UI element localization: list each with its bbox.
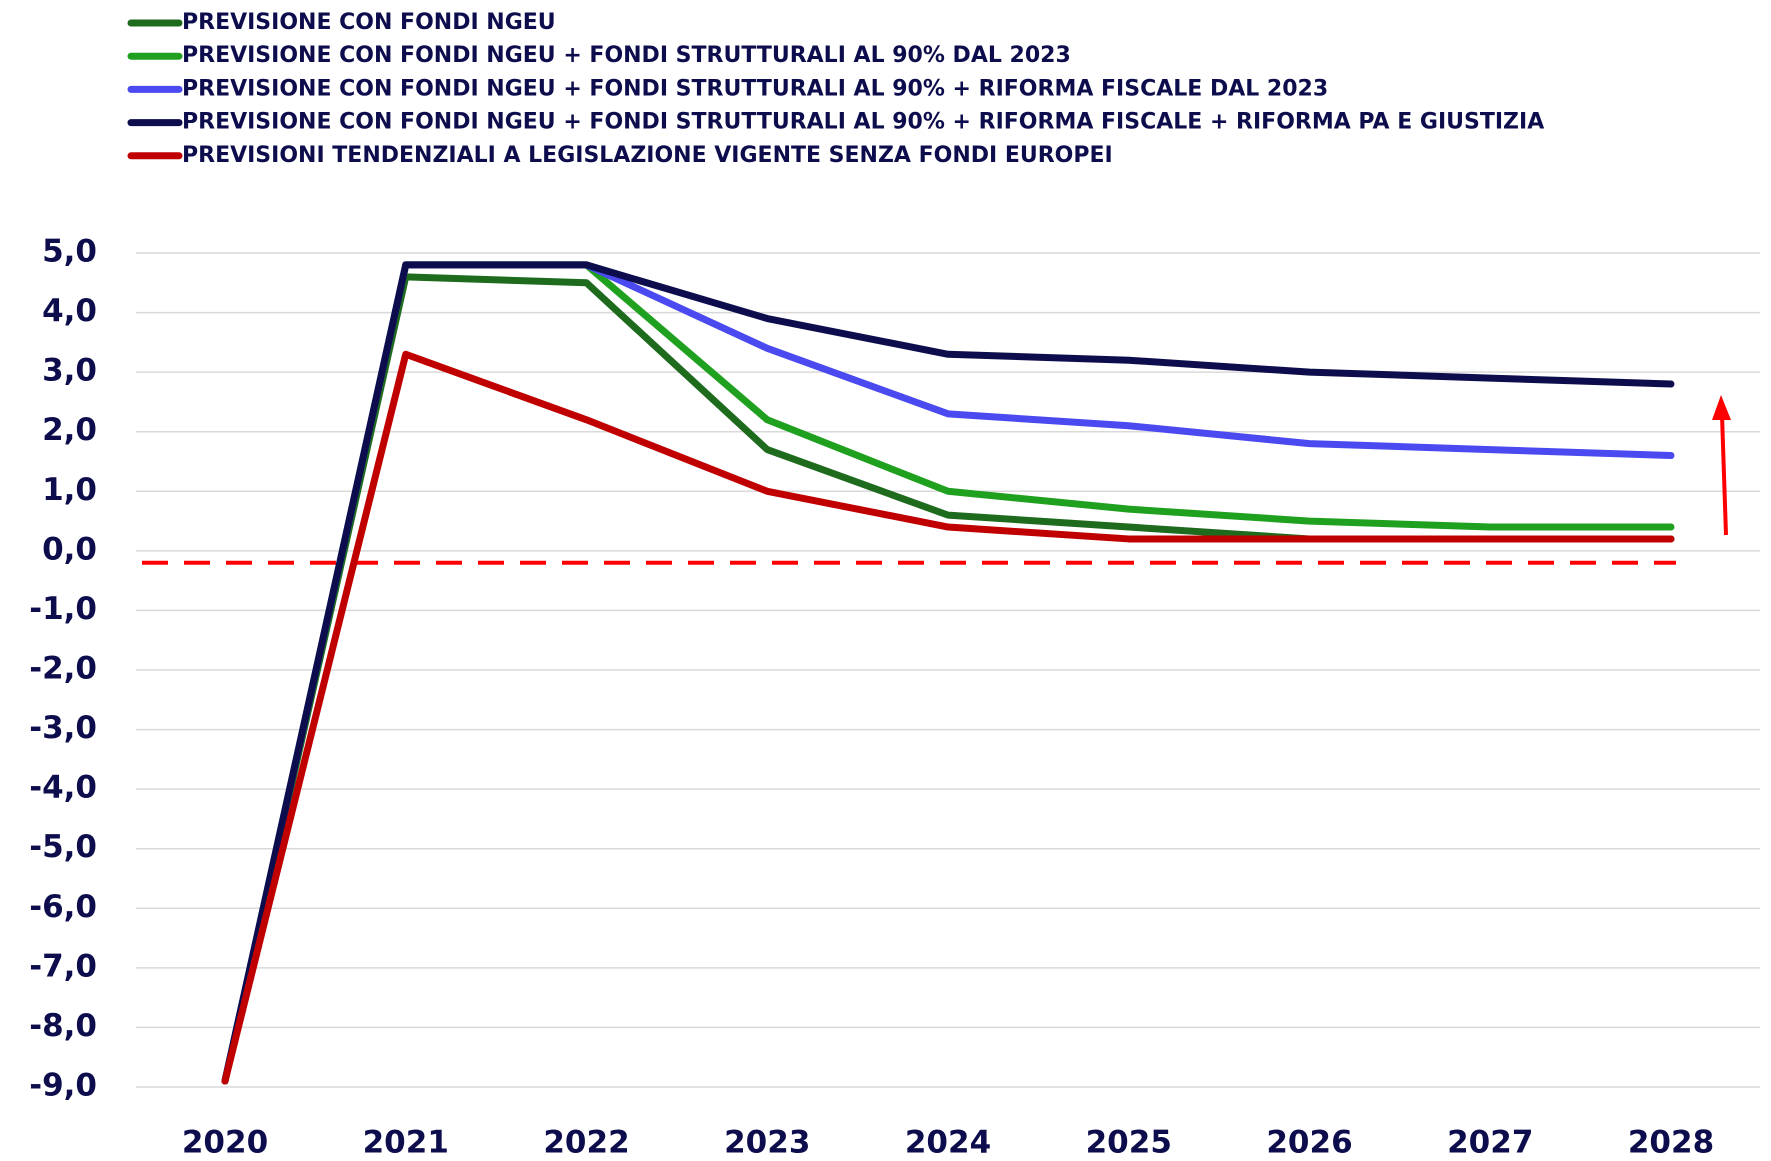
y-tick-label: -8,0: [29, 1008, 97, 1044]
y-tick-label: 0,0: [42, 531, 97, 567]
axes: 5,0 4,0 3,0 2,0 1,0 0,0 -1,0 -2,0 -3,0 -4,0 -5,0 -6…: [29, 234, 1714, 1161]
y-tick-label: -4,0: [29, 770, 97, 806]
series-line: [221, 273, 1675, 1085]
y-tick-label: 3,0: [42, 353, 97, 389]
legend: PREVISIONE CON FONDI NGEU PREVISIONE CON …: [127, 10, 1544, 168]
y-tick-label: -6,0: [29, 889, 97, 925]
x-tick-label: 2024: [905, 1125, 991, 1161]
y-tick-label: -2,0: [29, 651, 97, 687]
series-line: [221, 350, 1675, 1085]
y-tick-label: 2,0: [42, 412, 97, 448]
plot: [221, 261, 1675, 1085]
y-tick-label: -7,0: [29, 948, 97, 984]
arrow-head: [1712, 395, 1731, 420]
y-tick-label: -1,0: [29, 591, 97, 627]
y-tick-label: -9,0: [29, 1068, 97, 1104]
arrow: [1720, 414, 1728, 536]
y-tick-label: -3,0: [29, 710, 97, 746]
legend-label: PREVISIONI TENDENZIALI A LEGISLAZIONE VI…: [182, 143, 1113, 168]
series-line: [221, 261, 1675, 1085]
x-tick-label: 2020: [182, 1125, 268, 1161]
x-tick-label: 2021: [363, 1125, 449, 1161]
legend-label: PREVISIONE CON FONDI NGEU + FONDI STRUTT…: [182, 76, 1328, 101]
x-tick-label: 2027: [1447, 1125, 1533, 1161]
legend-label: PREVISIONE CON FONDI NGEU + FONDI STRUTT…: [182, 110, 1544, 135]
y-tick-label: 4,0: [42, 293, 97, 329]
legend-label: PREVISIONE CON FONDI NGEU + FONDI STRUTT…: [182, 43, 1071, 68]
legend-label: PREVISIONE CON FONDI NGEU: [182, 10, 556, 35]
x-tick-label: 2022: [543, 1125, 629, 1161]
y-tick-label: 5,0: [42, 234, 97, 270]
x-tick-label: 2025: [1086, 1125, 1172, 1161]
series-line: [221, 261, 1675, 1085]
x-tick-label: 2023: [724, 1125, 810, 1161]
x-tick-label: 2028: [1628, 1125, 1714, 1161]
y-tick-label: 1,0: [42, 472, 97, 508]
y-tick-label: -5,0: [29, 829, 97, 865]
series-line: [221, 261, 1675, 1085]
x-tick-label: 2026: [1266, 1125, 1352, 1161]
